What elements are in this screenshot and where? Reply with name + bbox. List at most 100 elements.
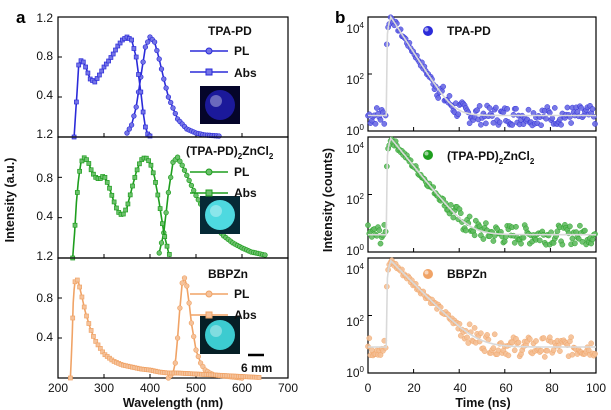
inset-glare [210, 205, 222, 217]
decay-point [511, 239, 518, 246]
decay-point [450, 214, 457, 221]
pl-marker [172, 110, 178, 117]
decay-point [457, 210, 464, 217]
x-tick: 400 [140, 381, 160, 395]
abs-marker [111, 199, 117, 205]
abs-marker [150, 170, 156, 176]
y-tick: 100 [346, 123, 364, 138]
decay-point [582, 227, 588, 234]
decay-point [496, 119, 503, 126]
pl-marker [179, 162, 185, 168]
legend-label-pl: PL [234, 44, 249, 58]
abs-marker [97, 72, 102, 78]
pl-marker [142, 44, 149, 50]
legend-title-zncl2: (TPA-PD)2ZnCl2 [447, 149, 535, 166]
abs-marker [74, 99, 79, 105]
decay-point [440, 83, 447, 90]
y-tick: 1.2 [36, 11, 53, 25]
decay-point [557, 348, 563, 354]
decay-point [543, 115, 549, 122]
x-tick: 0 [365, 381, 372, 395]
legend-title-bbpzn: BBPZn [447, 267, 487, 281]
fit-line [368, 259, 596, 348]
decay-point [481, 348, 488, 355]
panel-a-x-ticks: 200 300 400 500 600 700 [48, 381, 298, 395]
x-tick: 60 [499, 381, 513, 395]
panel-a-y-ticks-bottom: 0.8 0.4 [36, 291, 53, 344]
decay-point [533, 338, 539, 344]
inset-glare [210, 95, 222, 107]
abs-marker [160, 221, 165, 227]
abs-marker [113, 47, 118, 53]
decay-point [455, 111, 462, 118]
subplot-frame [57, 257, 289, 379]
abs-marker [146, 158, 151, 164]
pl-marker [154, 47, 160, 54]
abs-marker [132, 175, 138, 180]
decay-point [511, 347, 518, 354]
legend-marker-abs [205, 189, 213, 197]
abs-marker [81, 304, 87, 310]
fit-line [368, 136, 596, 236]
decay-point [569, 235, 576, 242]
abs-marker [137, 161, 142, 167]
abs-marker [72, 222, 78, 228]
pl-marker [126, 126, 132, 132]
abs-marker [74, 190, 80, 195]
abs-marker [143, 124, 148, 130]
legend-label-pl: PL [234, 287, 249, 301]
pl-marker [188, 182, 195, 189]
abs-marker [130, 183, 135, 189]
decay-point [474, 107, 480, 113]
pl-marker [165, 94, 172, 100]
decay-point [569, 351, 576, 358]
pl-marker [161, 76, 167, 82]
decay-point [544, 347, 551, 354]
decay-point [490, 238, 497, 244]
decay-point [536, 237, 543, 244]
pl-marker [131, 113, 137, 119]
pl-marker [177, 305, 183, 311]
decay-point [377, 240, 384, 247]
pl-marker [186, 177, 192, 184]
x-tick: 40 [453, 381, 467, 395]
pl-marker [262, 252, 268, 258]
x-tick: 80 [545, 381, 559, 395]
pl-marker [195, 197, 201, 203]
panel-a-x-axis-label: Wavelength (nm) [123, 396, 223, 410]
legend-tpa-pd: TPA-PD PL Abs [190, 24, 257, 80]
pl-marker [172, 360, 178, 366]
abs-marker [77, 168, 82, 174]
decay-point [515, 339, 522, 346]
decay-point [520, 234, 527, 241]
decay-subplot-2 [365, 257, 598, 374]
pl-marker [170, 105, 176, 111]
scale-bar-label: 6 mm [241, 361, 272, 375]
decay-point [541, 354, 548, 360]
pl-marker [158, 240, 165, 246]
decay-point [518, 240, 524, 247]
legend-title-tpa-pd: TPA-PD [208, 24, 252, 38]
decay-point [589, 106, 596, 112]
abs-marker [70, 315, 76, 321]
y-tick: 0.4 [36, 88, 53, 102]
pl-marker [156, 250, 162, 256]
pl-marker [181, 275, 188, 281]
decay-point [381, 121, 388, 127]
decay-point [490, 119, 497, 126]
y-tick: 100 [346, 243, 364, 258]
abs-marker [166, 252, 172, 257]
pl-marker [193, 347, 199, 353]
pl-marker [133, 104, 139, 110]
decay-point [559, 241, 566, 248]
y-tick: 102 [346, 72, 364, 87]
abs-marker [102, 174, 108, 180]
abs-marker [80, 59, 86, 65]
abs-marker [74, 277, 80, 283]
abs-marker [84, 313, 89, 319]
x-tick: 200 [48, 381, 68, 395]
pl-marker [174, 335, 181, 341]
pl-marker [168, 174, 174, 180]
pl-marker [216, 133, 222, 139]
decay-point [525, 106, 532, 113]
